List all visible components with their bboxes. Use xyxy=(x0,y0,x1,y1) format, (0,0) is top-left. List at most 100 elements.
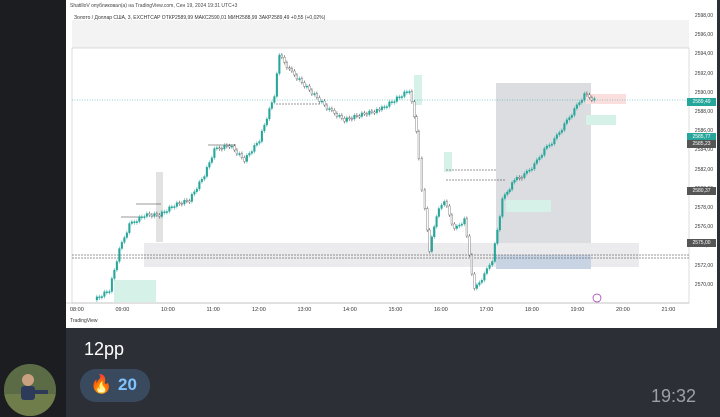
candle xyxy=(380,106,383,111)
candle xyxy=(290,68,293,72)
candle xyxy=(203,176,206,180)
candle xyxy=(378,108,381,111)
candle xyxy=(320,100,323,103)
candle xyxy=(493,243,496,262)
candle xyxy=(265,118,268,126)
candle xyxy=(410,91,413,102)
candle xyxy=(168,206,171,212)
candle xyxy=(513,179,516,183)
candle xyxy=(145,213,148,217)
candle xyxy=(423,189,426,209)
candle xyxy=(550,143,553,146)
candle xyxy=(180,203,183,205)
candle xyxy=(555,134,558,139)
price-tick: 2592,00 xyxy=(694,70,713,77)
candle xyxy=(450,214,453,225)
candle xyxy=(295,74,298,80)
candle xyxy=(280,54,283,58)
time-tick: 08:00 xyxy=(70,307,84,313)
symbol-info: Золото / Доллар США, 3, EXCHTCAP ОТКР258… xyxy=(74,15,326,21)
candle xyxy=(558,132,561,135)
candle xyxy=(153,213,156,217)
candle xyxy=(511,182,514,190)
candle xyxy=(375,108,378,113)
candle xyxy=(170,206,173,209)
candle xyxy=(255,143,258,146)
demand-zone xyxy=(114,280,156,302)
candle xyxy=(363,112,366,115)
candle xyxy=(190,194,193,202)
candle xyxy=(400,96,403,98)
candle xyxy=(230,145,233,148)
time-tick: 20:00 xyxy=(616,307,630,313)
candle xyxy=(205,167,208,177)
candle xyxy=(283,57,286,63)
candle xyxy=(158,214,161,217)
price-tick: 2590,00 xyxy=(694,89,713,96)
candle xyxy=(496,229,499,244)
candle xyxy=(123,237,126,243)
price-tick: 2584,00 xyxy=(694,147,713,154)
sender-avatar[interactable] xyxy=(4,364,56,416)
candle xyxy=(355,115,358,117)
price-tick: 2572,00 xyxy=(694,262,713,269)
candle xyxy=(453,223,456,229)
candle xyxy=(440,204,443,209)
candle xyxy=(115,261,118,271)
candle xyxy=(398,96,401,99)
candle xyxy=(470,254,473,275)
candle xyxy=(335,113,338,117)
candle xyxy=(393,101,396,103)
candle xyxy=(233,145,236,151)
candle xyxy=(445,201,448,207)
highlight-zone xyxy=(496,83,591,269)
price-tick: 2588,00 xyxy=(694,109,713,115)
price-tick: 2576,00 xyxy=(694,224,713,231)
candle xyxy=(573,108,576,116)
candle xyxy=(520,177,523,179)
candle xyxy=(270,102,273,109)
candle xyxy=(103,291,106,297)
candle xyxy=(245,155,248,162)
candle xyxy=(585,93,588,95)
candle xyxy=(498,216,501,231)
candle xyxy=(540,155,543,158)
candle xyxy=(588,94,591,98)
candle xyxy=(480,280,483,283)
top-zone xyxy=(72,20,689,48)
candle xyxy=(135,221,138,223)
candle xyxy=(308,85,311,91)
candle xyxy=(506,191,509,195)
candle xyxy=(485,268,488,274)
candle xyxy=(333,110,336,114)
candle xyxy=(285,62,288,68)
candle xyxy=(325,104,328,110)
candle xyxy=(583,93,586,101)
candle xyxy=(473,273,476,289)
candle xyxy=(523,173,526,178)
candle xyxy=(185,200,188,202)
reaction-count: 20 xyxy=(118,375,137,394)
candle xyxy=(110,278,113,292)
candle xyxy=(258,141,261,144)
candle xyxy=(250,151,253,154)
candle xyxy=(340,115,343,119)
time-tick: 17:00 xyxy=(479,307,494,313)
price-chart xyxy=(66,20,690,304)
candle xyxy=(338,115,341,117)
candle xyxy=(368,110,371,115)
candle xyxy=(165,211,168,213)
price-tick: 2594,00 xyxy=(694,51,713,58)
candle xyxy=(350,118,353,120)
time-tick: 09:00 xyxy=(115,307,130,313)
candle xyxy=(565,119,568,124)
candle xyxy=(465,218,468,237)
candle xyxy=(98,296,101,299)
time-tick: 15:00 xyxy=(388,307,403,313)
candle xyxy=(223,145,226,150)
candle xyxy=(515,177,518,181)
candle xyxy=(568,117,571,120)
reaction-badge[interactable]: 🔥 20 xyxy=(80,369,150,402)
chart-screenshot[interactable]: ShatilloV опубликовал(а) на TradingView.… xyxy=(66,0,717,328)
price-label: 2575,00 xyxy=(687,239,716,247)
